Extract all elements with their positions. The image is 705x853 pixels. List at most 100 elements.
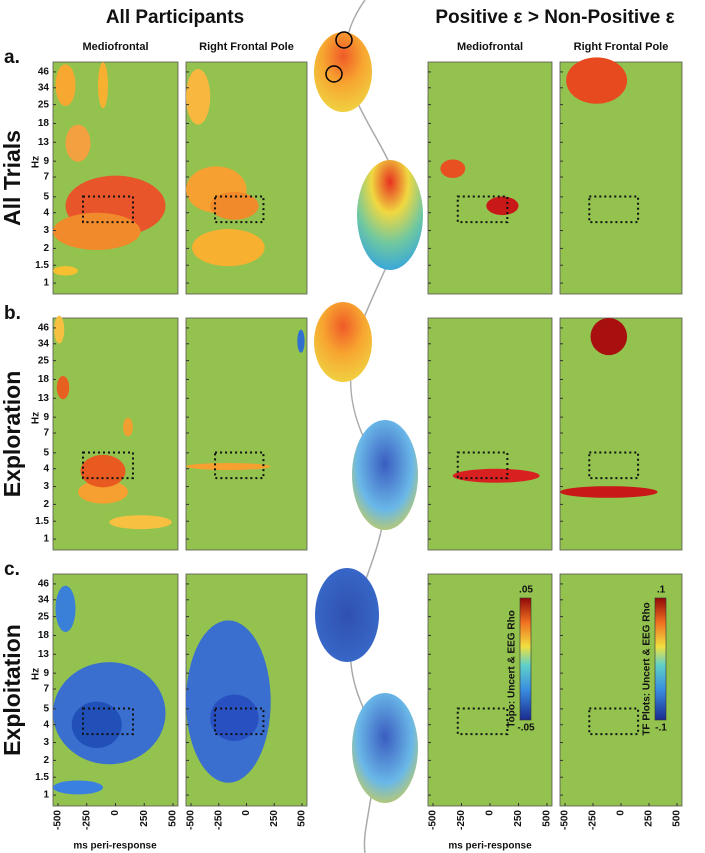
tf-cluster bbox=[53, 780, 103, 795]
y-tick-label: 3 bbox=[43, 481, 49, 492]
y-tick-label: 7 bbox=[43, 428, 49, 439]
y-tick-label: 46 bbox=[38, 579, 50, 590]
row-letter: b. bbox=[4, 303, 21, 324]
roi-box bbox=[82, 707, 134, 736]
column-title: Right Frontal Pole bbox=[574, 41, 669, 53]
roi-box bbox=[588, 451, 640, 480]
y-tick-label: 34 bbox=[38, 82, 50, 93]
panel-bg bbox=[427, 61, 553, 295]
y-tick-label: 25 bbox=[38, 355, 50, 366]
y-tick-label: 4 bbox=[43, 719, 49, 730]
x-tick-label: -250 bbox=[588, 810, 599, 830]
column-title: Mediofrontal bbox=[83, 41, 149, 53]
tf-cluster bbox=[192, 229, 265, 267]
tf-cluster bbox=[78, 480, 128, 504]
x-tick-label: 0 bbox=[241, 810, 252, 816]
y-tick-label: 1 bbox=[43, 790, 49, 801]
y-tick-label: 18 bbox=[38, 118, 50, 129]
y-tick-label: 1 bbox=[43, 278, 49, 289]
roi-box bbox=[214, 451, 265, 480]
tf-panel bbox=[185, 317, 308, 551]
x-tick-label: 250 bbox=[513, 810, 524, 827]
y-tick-label: 9 bbox=[43, 412, 49, 423]
tf-cluster bbox=[109, 515, 172, 530]
colorbar bbox=[519, 597, 532, 721]
tf-cluster bbox=[210, 191, 259, 220]
colorbar-label: TF Plots: Uncert & EEG Rho bbox=[642, 602, 653, 735]
y-tick-label: 13 bbox=[38, 393, 50, 404]
roi-box bbox=[588, 707, 640, 736]
x-tick-label: -500 bbox=[53, 810, 64, 830]
tf-cluster bbox=[55, 585, 76, 632]
y-tick-label: 2 bbox=[43, 499, 49, 510]
tf-panel bbox=[52, 315, 179, 551]
y-axis-label: Hz bbox=[31, 412, 42, 424]
tf-cluster bbox=[186, 463, 271, 470]
x-tick-label: 0 bbox=[485, 810, 496, 816]
row-letter: c. bbox=[4, 559, 20, 580]
tf-cluster bbox=[566, 57, 628, 104]
row-label: Exploitation bbox=[0, 624, 25, 756]
x-tick-label: 500 bbox=[672, 810, 683, 827]
column-title: Mediofrontal bbox=[457, 41, 523, 53]
y-tick-label: 5 bbox=[43, 703, 49, 714]
tf-panel bbox=[427, 61, 553, 295]
x-tick-label: 500 bbox=[297, 810, 308, 827]
colorbar bbox=[654, 597, 667, 721]
x-tick-label: -500 bbox=[428, 810, 439, 830]
tf-cluster bbox=[560, 486, 658, 498]
tf-cluster bbox=[98, 61, 108, 109]
colorbar-max: .1 bbox=[657, 585, 666, 596]
colorbar-min: -.05 bbox=[517, 723, 535, 734]
y-tick-label: 13 bbox=[38, 137, 50, 148]
roi-box bbox=[214, 707, 265, 736]
tf-cluster bbox=[486, 196, 519, 216]
roi-box bbox=[82, 195, 134, 224]
y-tick-label: 25 bbox=[38, 99, 50, 110]
panel-bg bbox=[52, 317, 179, 551]
tf-panel bbox=[427, 317, 553, 551]
tf-panel bbox=[185, 61, 308, 295]
header: Positive ε > Non-Positive ε bbox=[435, 7, 674, 28]
tf-cluster bbox=[53, 266, 78, 276]
header: All Participants bbox=[106, 7, 244, 28]
y-tick-label: 46 bbox=[38, 323, 50, 334]
y-tick-label: 2 bbox=[43, 755, 49, 766]
x-tick-label: 250 bbox=[269, 810, 280, 827]
y-tick-label: 4 bbox=[43, 207, 49, 218]
roi-box bbox=[82, 451, 134, 480]
roi-box bbox=[214, 195, 265, 224]
y-tick-label: 1.5 bbox=[35, 516, 49, 527]
y-tick-label: 7 bbox=[43, 172, 49, 183]
column-title: Right Frontal Pole bbox=[199, 41, 294, 53]
tf-cluster bbox=[210, 694, 259, 742]
y-tick-label: 9 bbox=[43, 668, 49, 679]
tf-panel bbox=[52, 573, 179, 807]
x-axis-label: ms peri-response bbox=[73, 841, 157, 852]
tf-cluster bbox=[71, 701, 122, 748]
tf-cluster bbox=[186, 68, 211, 125]
y-tick-label: 1 bbox=[43, 534, 49, 545]
row-label: All Trials bbox=[0, 130, 25, 226]
y-tick-label: 13 bbox=[38, 649, 50, 660]
x-tick-label: 0 bbox=[110, 810, 121, 816]
tf-cluster bbox=[590, 318, 628, 356]
x-axis-label: ms peri-response bbox=[448, 841, 532, 852]
tf-cluster bbox=[80, 454, 126, 488]
y-tick-label: 25 bbox=[38, 611, 50, 622]
tf-panel bbox=[185, 573, 308, 807]
tf-panel bbox=[427, 573, 553, 807]
y-axis-label: Hz bbox=[31, 668, 42, 680]
x-tick-label: 250 bbox=[139, 810, 150, 827]
topo-heads bbox=[314, 31, 423, 803]
y-tick-label: 3 bbox=[43, 737, 49, 748]
row-label: Exploration bbox=[0, 371, 25, 498]
colorbar-max: .05 bbox=[519, 585, 533, 596]
tf-cluster bbox=[440, 159, 466, 178]
roi-box bbox=[588, 195, 640, 224]
x-tick-label: 500 bbox=[542, 810, 553, 827]
tf-cluster bbox=[55, 64, 76, 107]
tf-cluster bbox=[54, 315, 65, 344]
y-tick-label: 5 bbox=[43, 191, 49, 202]
